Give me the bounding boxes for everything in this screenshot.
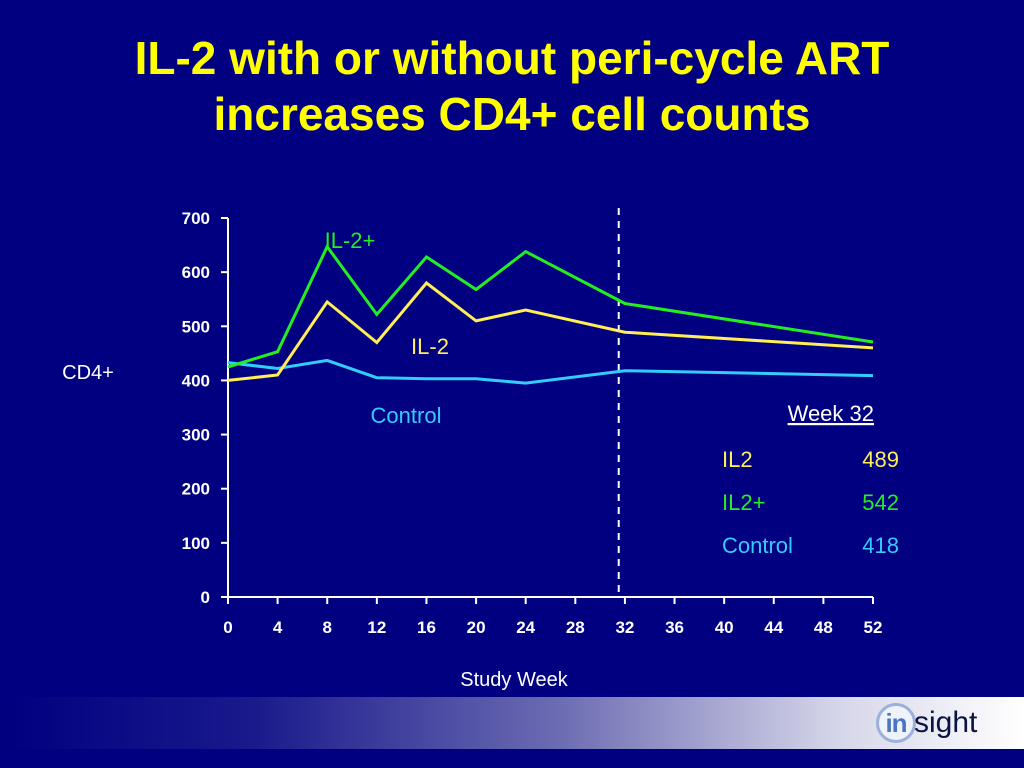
summary-row-value: 542 — [862, 490, 899, 515]
x-tick-label: 20 — [467, 618, 486, 637]
y-tick-label: 400 — [182, 371, 210, 390]
x-tick-label: 36 — [665, 618, 684, 637]
slide-title: IL-2 with or without peri-cycle ART incr… — [0, 30, 1024, 142]
summary-row-value: 489 — [862, 447, 899, 472]
x-tick-label: 8 — [322, 618, 331, 637]
series-line-control — [227, 358, 874, 385]
y-tick-label: 300 — [182, 426, 210, 445]
x-tick-label: 52 — [864, 618, 883, 637]
y-tick-label: 200 — [182, 480, 210, 499]
title-line-1: IL-2 with or without peri-cycle ART — [134, 32, 890, 84]
x-tick-label: 16 — [417, 618, 436, 637]
x-tick-label: 48 — [814, 618, 833, 637]
summary-row-label: Control — [722, 533, 793, 558]
summary-table-header: Week 32 — [788, 401, 874, 426]
y-tick-label: 600 — [182, 263, 210, 282]
x-tick-label: 28 — [566, 618, 585, 637]
series-annotation: Control — [371, 403, 442, 428]
y-tick-label: 700 — [182, 209, 210, 228]
summary-row-label: IL2+ — [722, 490, 765, 515]
y-tick-label: 500 — [182, 317, 210, 336]
summary-row-label: IL2 — [722, 447, 753, 472]
x-tick-label: 12 — [367, 618, 386, 637]
series-line-il-2plus — [227, 243, 874, 369]
x-tick-label: 32 — [615, 618, 634, 637]
x-tick-label: 0 — [223, 618, 232, 637]
insight-logo: in sight — [876, 701, 977, 745]
y-axis-label: CD4+ — [62, 362, 114, 384]
footer-gradient-bar — [0, 697, 1024, 749]
y-tick-label: 100 — [182, 534, 210, 553]
x-tick-label: 24 — [516, 618, 535, 637]
logo-text: sight — [914, 706, 978, 739]
series-annotation: IL-2 — [411, 334, 449, 359]
x-axis-label: Study Week — [460, 669, 568, 691]
logo-ring: in — [876, 703, 916, 743]
summary-row-value: 418 — [862, 533, 899, 558]
y-tick-label: 0 — [201, 588, 210, 607]
series-annotation: IL-2+ — [325, 228, 376, 253]
x-tick-label: 44 — [764, 618, 783, 637]
x-tick-label: 40 — [715, 618, 734, 637]
title-line-2: increases CD4+ cell counts — [213, 88, 811, 140]
x-tick-label: 4 — [273, 618, 283, 637]
series-line-il-2 — [227, 280, 874, 382]
